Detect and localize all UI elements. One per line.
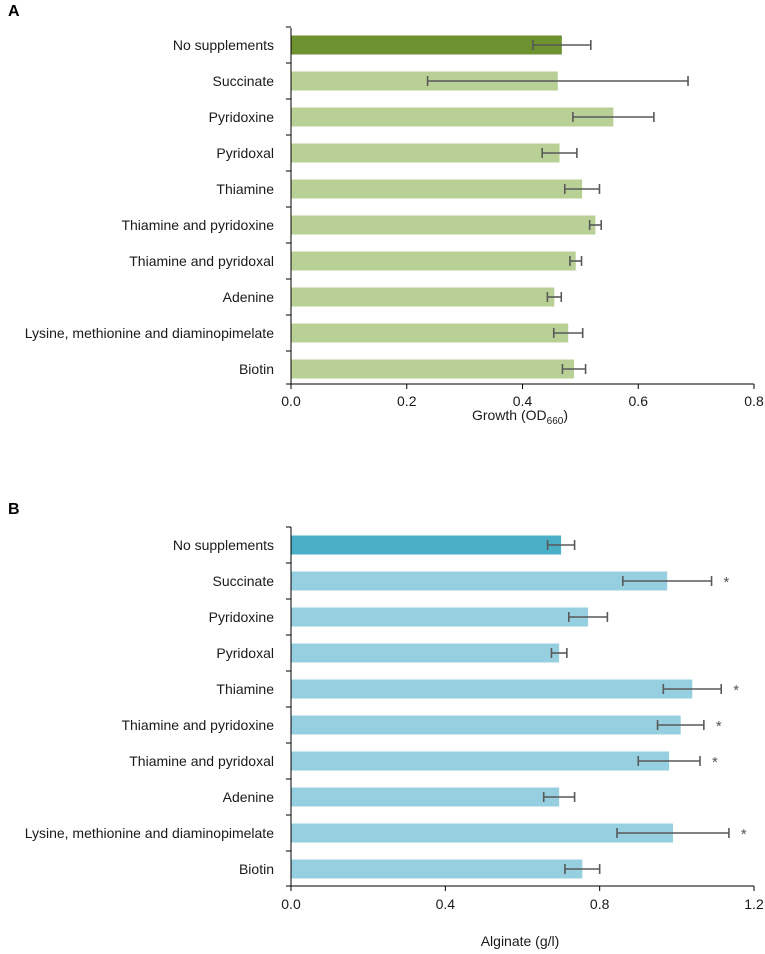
error-bar-6 (569, 256, 583, 266)
error-bar-2 (567, 612, 609, 622)
error-bar-8 (552, 328, 584, 338)
x-tick-label-2: 0.8 (590, 896, 610, 912)
category-label-1: Succinate (213, 73, 275, 89)
bar-7 (291, 287, 555, 307)
significance-marker-6: * (712, 754, 718, 771)
bar-7 (291, 787, 560, 807)
bar-4 (291, 679, 693, 699)
panel-label-b: B (8, 501, 20, 518)
category-label-9: Biotin (239, 861, 274, 877)
panel-b-category-labels: No supplements Succinate Pyridoxine Pyridox… (25, 537, 275, 877)
category-label-4: Thiamine (216, 681, 274, 697)
error-bar-8 (616, 828, 730, 838)
category-label-9: Biotin (239, 361, 274, 377)
error-bar-1 (622, 576, 713, 586)
bar-1 (291, 71, 558, 91)
error-bar-0 (546, 540, 576, 550)
error-bar-3 (541, 148, 578, 158)
bar-3 (291, 643, 560, 663)
bar-5 (291, 715, 681, 735)
error-bar-3 (550, 648, 568, 658)
category-label-4: Thiamine (216, 181, 274, 197)
error-bar-5 (656, 720, 705, 730)
category-label-7: Adenine (223, 289, 275, 305)
error-bar-7 (546, 292, 563, 302)
significance-marker-5: * (716, 718, 722, 735)
panel-a-error-bars (426, 40, 689, 374)
category-label-6: Thiamine and pyridoxal (129, 253, 274, 269)
panel-b-x-axis-title: Alginate (g/l) (481, 933, 560, 949)
bar-8 (291, 323, 569, 343)
x-tick-label-1: 0.4 (436, 896, 456, 912)
x-tick-label-4: 0.8 (744, 393, 764, 409)
category-label-8: Lysine, methionine and diaminopimelate (25, 825, 275, 841)
significance-marker-4: * (733, 682, 739, 699)
error-bar-2 (572, 112, 655, 122)
bar-6 (291, 751, 670, 771)
x-tick-label-0: 0.0 (281, 896, 301, 912)
error-bar-9 (564, 864, 601, 874)
panel-b-alginate-chart: B * * * * * No supplements Succinate Pyridoxin… (8, 501, 764, 949)
panel-b-bars (291, 535, 693, 879)
panel-b-tick-labels: 0.0 0.4 0.8 1.2 (281, 896, 764, 912)
bar-1 (291, 571, 668, 591)
panel-a-axes (286, 26, 755, 389)
significance-marker-1: * (724, 574, 730, 591)
category-label-5: Thiamine and pyridoxine (121, 217, 274, 233)
category-label-2: Pyridoxine (209, 609, 275, 625)
bar-0 (291, 535, 562, 555)
bar-6 (291, 251, 576, 271)
error-bar-7 (542, 792, 576, 802)
panel-b-axes (286, 526, 755, 891)
error-bar-5 (588, 220, 603, 230)
panel-a-category-labels: No supplements Succinate Pyridoxine Pyridox… (25, 37, 275, 377)
bar-2 (291, 607, 589, 627)
bar-0 (291, 35, 562, 55)
x-tick-label-2: 0.4 (513, 393, 533, 409)
bar-8 (291, 823, 673, 843)
bar-9 (291, 859, 583, 879)
category-label-5: Thiamine and pyridoxine (121, 717, 274, 733)
category-label-0: No supplements (173, 537, 274, 553)
panel-label-a: A (8, 3, 20, 20)
panel-a-x-axis-title: Growth (OD660) (472, 407, 568, 427)
category-label-8: Lysine, methionine and diaminopimelate (25, 325, 275, 341)
error-bar-4 (563, 184, 601, 194)
bar-9 (291, 359, 575, 379)
bar-3 (291, 143, 560, 163)
bar-2 (291, 107, 614, 127)
error-bar-4 (662, 684, 723, 694)
panel-b-error-bars (542, 540, 730, 874)
category-label-2: Pyridoxine (209, 109, 275, 125)
category-label-7: Adenine (223, 789, 275, 805)
category-label-6: Thiamine and pyridoxal (129, 753, 274, 769)
bar-5 (291, 215, 596, 235)
category-label-0: No supplements (173, 37, 274, 53)
panel-a-tick-labels: 0.0 0.2 0.4 0.6 0.8 (281, 393, 764, 409)
error-bar-6 (637, 756, 701, 766)
bar-4 (291, 179, 583, 199)
x-tick-label-3: 0.6 (629, 393, 649, 409)
error-bar-1 (426, 76, 689, 86)
category-label-3: Pyridoxal (216, 645, 274, 661)
category-label-3: Pyridoxal (216, 145, 274, 161)
panel-a-growth-chart: A No supplements Succinate Pyridoxine Pyrid… (8, 3, 764, 427)
x-tick-label-0: 0.0 (281, 393, 301, 409)
x-tick-label-1: 0.2 (397, 393, 417, 409)
error-bar-0 (532, 40, 592, 50)
error-bar-9 (561, 364, 587, 374)
category-label-1: Succinate (213, 573, 275, 589)
x-tick-label-3: 1.2 (744, 896, 764, 912)
panel-a-bars (291, 35, 614, 379)
panel-b-significance: * * * * * (712, 574, 747, 843)
significance-marker-8: * (741, 826, 747, 843)
